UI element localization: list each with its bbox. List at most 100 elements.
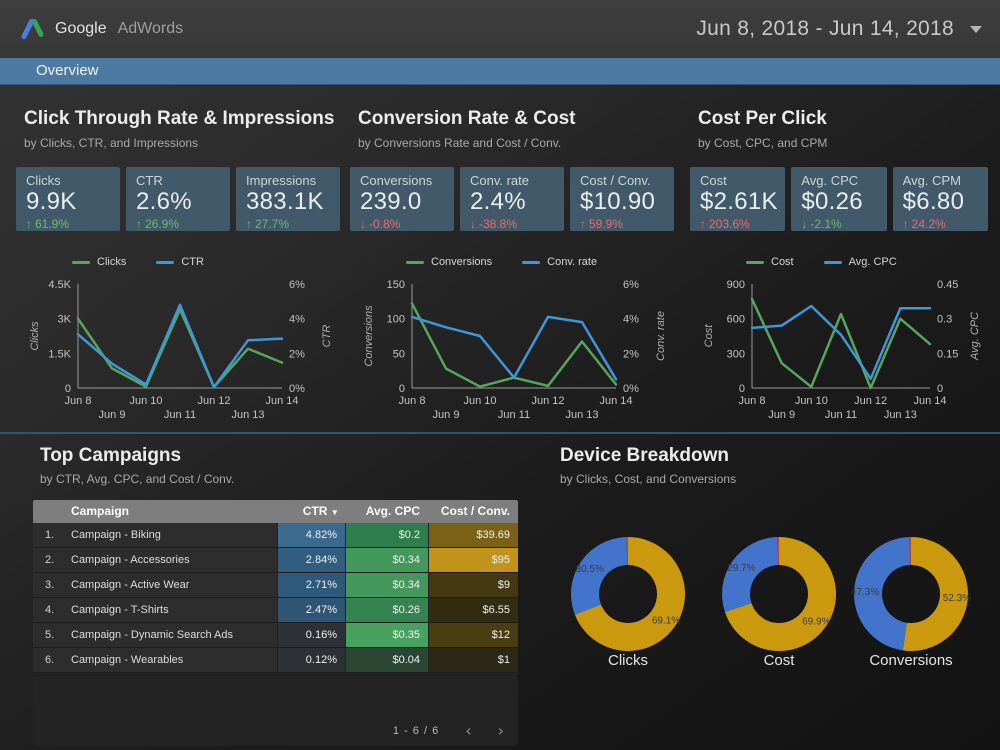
legend-item-cost: Cost xyxy=(746,256,794,268)
left-axis-tick: 100 xyxy=(387,314,405,326)
scorecard-row: Cost $2.61K ↑ 203.6% Avg. CPC $0.26 ↓ -2.1% Avg.… xyxy=(690,167,988,231)
legend-label: Conversions xyxy=(431,256,493,268)
right-axis-tick: 2% xyxy=(623,348,639,360)
arrow-up-icon: ↑ xyxy=(902,216,909,231)
x-axis-tick: Jun 13 xyxy=(884,409,917,421)
legend-label: CTR xyxy=(181,256,204,268)
x-axis-tick: Jun 11 xyxy=(498,409,530,421)
left-axis-title: Clicks xyxy=(29,321,41,351)
donut-slice-label: 30.5% xyxy=(576,564,604,575)
cost-conv-cell: $95 xyxy=(428,548,518,572)
left-axis-tick: 600 xyxy=(727,314,745,326)
column-header-ctr[interactable]: CTR ▾ xyxy=(302,504,337,518)
cost-conv-cell: $9 xyxy=(428,573,518,597)
left-axis-tick: 50 xyxy=(393,348,405,360)
scorecard-label: Impressions xyxy=(246,173,317,188)
row-index: 3. xyxy=(45,579,55,591)
right-axis-tick: 0% xyxy=(289,383,305,395)
donut-slice[interactable] xyxy=(909,537,911,566)
cost-conv-cell: $6.55 xyxy=(428,598,518,622)
scorecard-cost: Cost $2.61K ↑ 203.6% xyxy=(690,167,786,231)
table-row[interactable]: 1. Campaign - Biking 4.82% $0.2 $39.69 xyxy=(33,523,518,548)
scorecard-delta-value: 61.9% xyxy=(35,216,70,231)
x-axis-tick: Jun 13 xyxy=(565,409,598,421)
scorecard-value: $0.26 xyxy=(801,188,863,215)
chart-legend: Clicks CTR xyxy=(72,256,204,268)
scorecard-delta: ↑ 61.9% xyxy=(26,217,110,231)
left-axis-tick: 1.5K xyxy=(48,348,71,360)
ctr-cell: 4.82% xyxy=(277,523,345,547)
campaign-name: Campaign - Accessories xyxy=(71,554,190,566)
arrow-up-icon: ↑ xyxy=(26,216,32,231)
scorecard-delta: ↑ 203.6% xyxy=(700,217,775,231)
donut-slice[interactable] xyxy=(722,537,779,612)
donut-slice-label: 69.1% xyxy=(652,616,680,627)
right-axis-tick: 4% xyxy=(289,314,305,326)
column-header-cost-conv[interactable]: Cost / Conv. xyxy=(440,504,510,518)
top-campaigns-subtitle: by CTR, Avg. CPC, and Cost / Conv. xyxy=(40,472,235,486)
scorecard-delta: ↑ 24.2% xyxy=(903,217,978,231)
x-axis-tick: Jun 12 xyxy=(197,395,230,407)
avg-cpc-cell: $0.26 xyxy=(345,598,428,622)
pagination-next-button[interactable]: › xyxy=(497,721,504,740)
donut-slice-label: 47.3% xyxy=(851,587,879,598)
scorecard-label: CTR xyxy=(136,173,163,188)
legend-item-conv-rate: Conv. rate xyxy=(522,256,597,268)
column-header-campaign[interactable]: Campaign xyxy=(71,504,130,518)
x-axis-tick: Jun 11 xyxy=(164,409,196,421)
adwords-logo: Google AdWords xyxy=(20,18,183,40)
scorecard-delta-value: 24.2% xyxy=(911,216,946,231)
x-axis-tick: Jun 8 xyxy=(65,395,92,407)
donut-slice[interactable] xyxy=(902,537,968,651)
donut-slice[interactable] xyxy=(570,537,628,615)
pagination-prev-button[interactable]: ‹ xyxy=(465,721,472,740)
table-row[interactable]: 5. Campaign - Dynamic Search Ads 0.16% $0.3… xyxy=(33,623,518,648)
scorecard-label: Clicks xyxy=(26,173,61,188)
scorecard-label: Conv. rate xyxy=(470,173,530,188)
donut-slice[interactable] xyxy=(777,537,779,566)
table-header-row: Campaign CTR ▾ Avg. CPC Cost / Conv. xyxy=(33,500,518,523)
row-index: 2. xyxy=(45,554,55,566)
legend-swatch-icon xyxy=(156,260,175,264)
left-axis-title: Cost xyxy=(703,324,715,348)
donut-slice[interactable] xyxy=(574,537,685,651)
section-divider xyxy=(0,432,1000,434)
table-row[interactable]: 4. Campaign - T-Shirts 2.47% $0.26 $6.55 xyxy=(33,598,518,623)
cost-conv-cell: $39.69 xyxy=(428,523,518,547)
legend-item-ctr: CTR xyxy=(156,256,204,268)
top-campaigns-table: Campaign CTR ▾ Avg. CPC Cost / Conv. 1. Campa… xyxy=(33,500,518,746)
table-pagination: 1 - 6 / 6 ‹ › xyxy=(393,721,504,740)
metric-section-conversion-rate-cost: Conversion Rate & Cost by Conversions Rat… xyxy=(350,84,674,432)
logo-text-primary: Google xyxy=(55,20,107,37)
left-axis-tick: 4.5K xyxy=(48,279,71,291)
tab-overview[interactable]: Overview xyxy=(36,62,99,79)
campaign-name: Campaign - Wearables xyxy=(71,654,184,666)
top-campaigns-title: Top Campaigns xyxy=(40,445,182,466)
legend-label: Clicks xyxy=(97,256,127,268)
scorecard-label: Conversions xyxy=(360,173,433,188)
logo-text-secondary: AdWords xyxy=(117,20,184,37)
table-row[interactable]: 3. Campaign - Active Wear 2.71% $0.34 $9 xyxy=(33,573,518,598)
table-row[interactable]: 6. Campaign - Wearables 0.12% $0.04 $1 xyxy=(33,648,518,673)
donut-chart-device-cost: 69.9% 29.7% xyxy=(722,537,836,651)
table-body: 1. Campaign - Biking 4.82% $0.2 $39.69 2. Camp… xyxy=(33,523,518,673)
column-header-avg-cpc[interactable]: Avg. CPC xyxy=(365,504,420,518)
date-range-picker[interactable]: Jun 8, 2018 - Jun 14, 2018 xyxy=(696,17,982,41)
legend-swatch-icon xyxy=(522,260,541,264)
chart-legend: Conversions Conv. rate xyxy=(406,256,597,268)
donut-slice[interactable] xyxy=(626,537,628,566)
table-row[interactable]: 2. Campaign - Accessories 2.84% $0.34 $95 xyxy=(33,548,518,573)
campaign-name: Campaign - Biking xyxy=(71,529,161,541)
ctr-cell: 2.71% xyxy=(277,573,345,597)
avg-cpc-cell: $0.35 xyxy=(345,623,428,647)
scorecard-delta: ↓ -38.8% xyxy=(470,217,554,231)
ctr-cell: 0.12% xyxy=(277,648,345,672)
right-axis-tick: 2% xyxy=(289,348,305,360)
metric-section-cost-per-click: Cost Per Click by Cost, CPC, and CPM Cost $… xyxy=(690,84,988,432)
metric-section-click-through-rate-impressions: Click Through Rate & Impressions by Click… xyxy=(16,84,340,432)
right-axis-tick: 4% xyxy=(623,314,639,326)
legend-swatch-icon xyxy=(746,260,764,264)
row-index: 5. xyxy=(45,629,55,641)
donut-slice[interactable] xyxy=(724,537,836,651)
donut-slice[interactable] xyxy=(853,537,911,651)
